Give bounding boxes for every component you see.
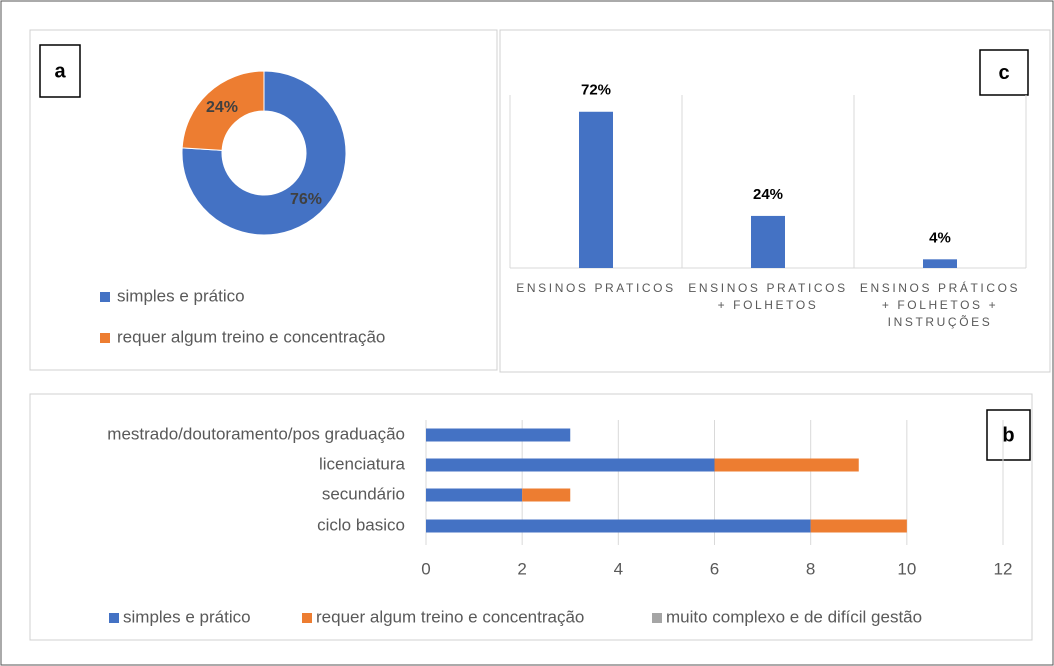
legend-swatch bbox=[100, 333, 110, 343]
bar-segment bbox=[426, 458, 715, 472]
x-tick-label: 12 bbox=[994, 559, 1013, 578]
data-label: 72% bbox=[581, 82, 611, 99]
panel-b-border bbox=[29, 393, 1033, 641]
legend-label: muito complexo e de difícil gestão bbox=[666, 607, 922, 626]
panel-label-box bbox=[39, 44, 81, 98]
x-tick-label: ENSINOS PRATICOS + FOLHETOS bbox=[688, 281, 848, 312]
bar-segment bbox=[426, 488, 523, 502]
x-tick-label: 2 bbox=[517, 559, 526, 578]
x-tick-label: 0 bbox=[421, 559, 430, 578]
legend-label: requer algum treino e concentração bbox=[316, 607, 584, 626]
data-label: 76% bbox=[290, 191, 322, 208]
x-tick-label: 10 bbox=[897, 559, 916, 578]
panel-label: b bbox=[1002, 424, 1014, 446]
donut-slice bbox=[181, 70, 265, 151]
x-tick-label: 6 bbox=[710, 559, 719, 578]
panel-label-box bbox=[979, 49, 1029, 96]
x-tick-label: 8 bbox=[806, 559, 815, 578]
bar bbox=[579, 111, 613, 268]
data-label: 24% bbox=[206, 99, 238, 116]
bar-segment bbox=[810, 519, 907, 533]
panel-label: c bbox=[998, 62, 1009, 84]
legend-swatch bbox=[109, 613, 119, 623]
donut-slice bbox=[181, 70, 347, 236]
data-label: 4% bbox=[929, 229, 951, 246]
bar-segment bbox=[426, 519, 811, 533]
legend-swatch bbox=[302, 613, 312, 623]
bar bbox=[751, 215, 785, 268]
panel-label: a bbox=[54, 60, 66, 82]
data-label: 24% bbox=[753, 186, 783, 203]
y-tick-label: licenciatura bbox=[319, 454, 406, 473]
x-tick-label: ENSINOS PRÁTICOS + FOLHETOS + INSTRUÇÕES bbox=[859, 281, 1021, 329]
legend-swatch bbox=[100, 292, 110, 302]
legend-swatch bbox=[652, 613, 662, 623]
x-tick-label: ENSINOS PRATICOS bbox=[516, 281, 676, 295]
legend-label: simples e prático bbox=[117, 286, 245, 305]
bar bbox=[923, 259, 957, 268]
x-tick-label: 4 bbox=[614, 559, 623, 578]
legend-label: simples e prático bbox=[123, 607, 251, 626]
y-tick-label: mestrado/doutoramento/pos graduação bbox=[107, 424, 405, 443]
bar-segment bbox=[426, 428, 571, 442]
bar-segment bbox=[714, 458, 859, 472]
panel-a-border bbox=[29, 29, 498, 371]
y-tick-label: secundário bbox=[322, 484, 405, 503]
panel-c-border bbox=[499, 29, 1051, 373]
panel-label-box bbox=[986, 409, 1031, 461]
legend-label: requer algum treino e concentração bbox=[117, 327, 385, 346]
y-tick-label: ciclo basico bbox=[317, 515, 405, 534]
bar-segment bbox=[522, 488, 571, 502]
